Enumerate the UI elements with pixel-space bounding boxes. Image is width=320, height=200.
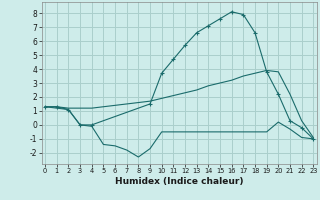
X-axis label: Humidex (Indice chaleur): Humidex (Indice chaleur) — [115, 177, 244, 186]
